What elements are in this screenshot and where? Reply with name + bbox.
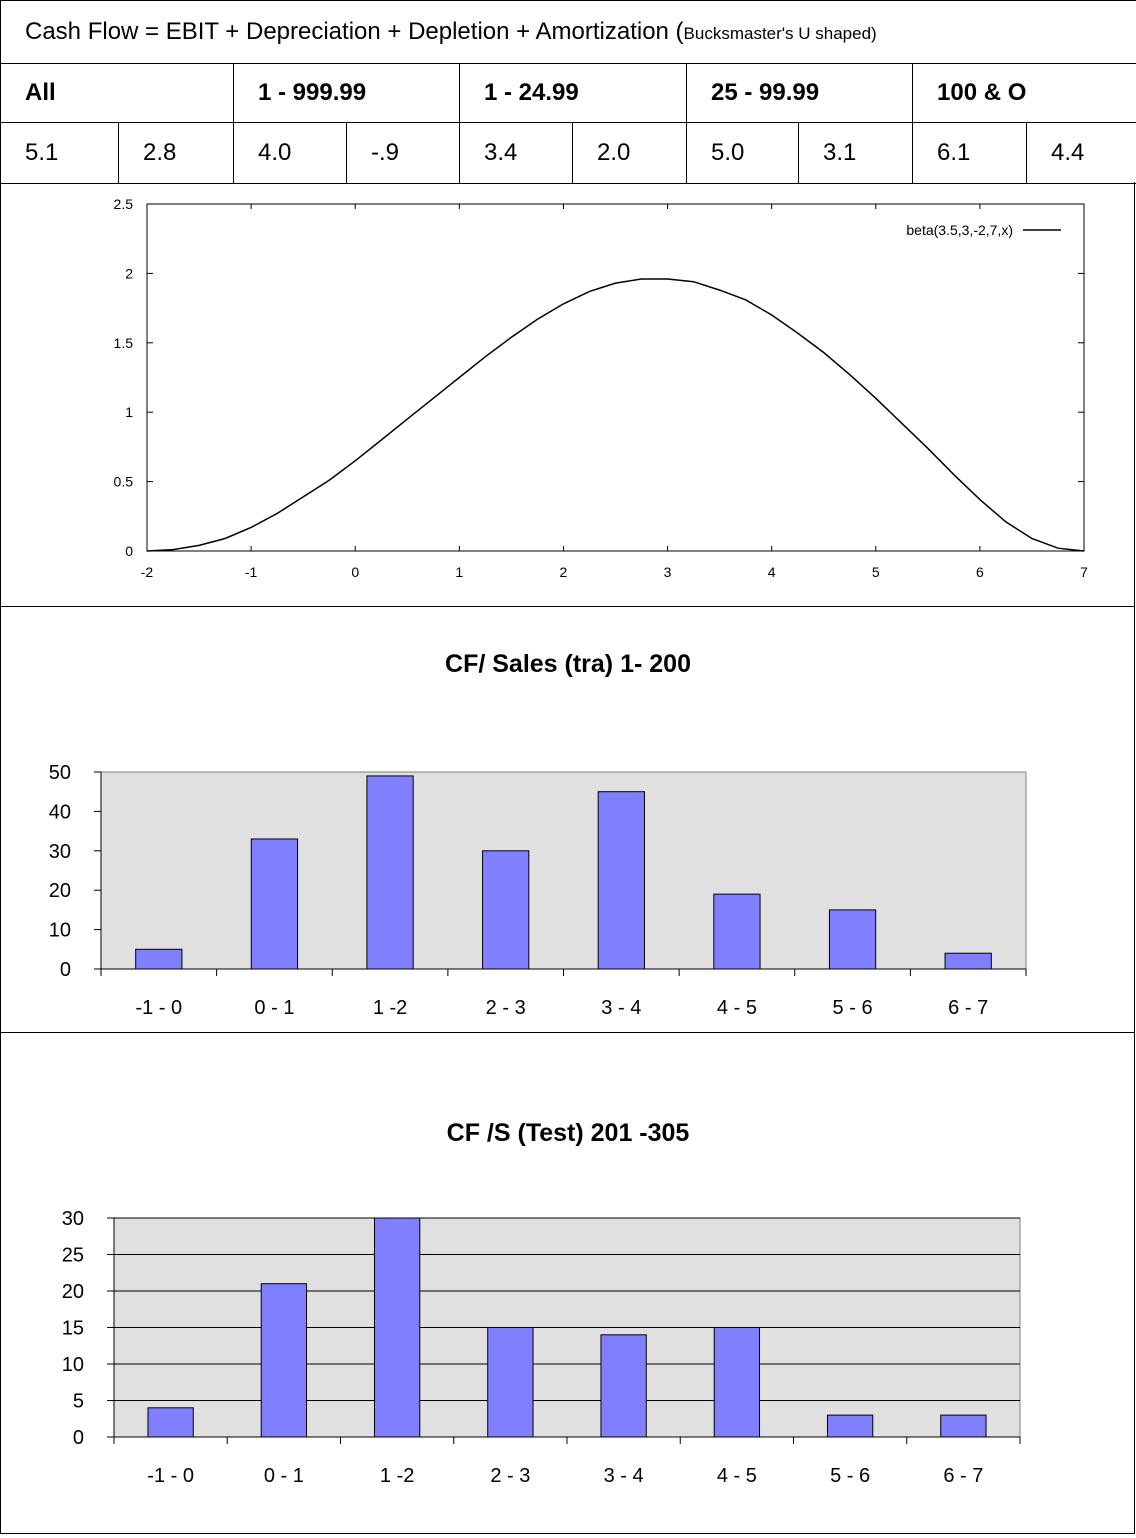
x-tick-label: 5 - 6	[833, 997, 873, 1019]
value-cell: 4.4	[1027, 123, 1136, 184]
bar	[483, 851, 529, 969]
bar	[488, 1328, 533, 1438]
bar	[827, 1415, 872, 1437]
x-tick-label: 3 - 4	[601, 997, 641, 1019]
beta-line-chart: -2 -1 0 1 2 3 4 5 6 7 0 0.5 1 1.5 2 2.5 beta(3.5,3,-2,7,…	[1, 182, 1135, 606]
bar	[714, 894, 760, 969]
bar	[941, 1415, 986, 1437]
x-tick-label: 6 - 7	[943, 1465, 983, 1487]
x-tick-label: 1	[455, 564, 463, 580]
x-tick-label: 4	[768, 564, 776, 580]
x-tick-label: -1 - 0	[147, 1465, 194, 1487]
x-tick-label: 1 -2	[380, 1465, 414, 1487]
x-tick-label: 0 - 1	[254, 997, 294, 1019]
value-cell: 6.1	[913, 123, 1027, 184]
x-tick-label: 2 - 3	[490, 1465, 530, 1487]
group-header: All	[1, 64, 234, 123]
y-tick-label: 10	[62, 1354, 84, 1376]
formula-main: Cash Flow = EBIT + Depreciation + Deplet…	[25, 18, 684, 45]
y-tick-label: 20	[62, 1281, 84, 1303]
x-tick-label: 6 - 7	[948, 997, 988, 1019]
beta-chart-panel: -2 -1 0 1 2 3 4 5 6 7 0 0.5 1 1.5 2 2.5 beta(3.5,3,-2,7,…	[0, 182, 1135, 607]
x-tick-label: 3	[664, 564, 672, 580]
x-tick-label: 2	[560, 564, 568, 580]
x-tick-label: 5 - 6	[830, 1465, 870, 1487]
value-cell: 3.4	[460, 123, 573, 184]
y-tick-label: 30	[62, 1208, 84, 1230]
bar	[148, 1408, 193, 1437]
plot-frame	[147, 204, 1084, 551]
group-header: 1 - 24.99	[460, 64, 687, 123]
x-tick-label: 4 - 5	[717, 1465, 757, 1487]
y-tick-label: 0.5	[114, 474, 134, 490]
x-tick-label: 2 - 3	[486, 997, 526, 1019]
y-tick-label: 0	[73, 1427, 84, 1449]
bar	[367, 776, 413, 969]
beta-series-line	[147, 279, 1084, 551]
y-tick-label: 15	[62, 1318, 84, 1340]
group-header: 1 - 999.99	[234, 64, 460, 123]
x-tick-label: -1	[245, 564, 258, 580]
y-tick-label: 5	[73, 1391, 84, 1413]
x-tick-label: 4 - 5	[717, 997, 757, 1019]
value-cell: 5.1	[1, 123, 119, 184]
y-tick-label: 2.5	[114, 196, 134, 212]
bar	[261, 1284, 306, 1437]
x-tick-label: 6	[976, 564, 984, 580]
chart-title: CF /S (Test) 201 -305	[447, 1119, 690, 1147]
y-tick-label: 1.5	[114, 335, 134, 351]
bar	[945, 953, 991, 969]
y-tick-label: 20	[49, 880, 71, 902]
value-cell: -.9	[347, 123, 460, 184]
y-tick-label: 25	[62, 1245, 84, 1267]
x-tick-label: 0 - 1	[264, 1465, 304, 1487]
x-tick-label: 1 -2	[373, 997, 407, 1019]
value-cell: 5.0	[687, 123, 799, 184]
x-tick-label: 3 - 4	[604, 1465, 644, 1487]
train-bar-chart: CF/ Sales (tra) 1- 200 0 10 20 30 40 50 -1 - 0 0…	[1, 607, 1135, 1032]
y-tick-label: 10	[49, 920, 71, 942]
formula-note: Bucksmaster's U shaped)	[684, 24, 877, 43]
test-bar-chart: CF /S (Test) 201 -305 0 5 10 15 20 25 30 -1 - 0 0…	[1, 1033, 1135, 1533]
train-chart-panel: CF/ Sales (tra) 1- 200 0 10 20 30 40 50 -1 - 0 0…	[0, 607, 1135, 1033]
y-tick-label: 30	[49, 841, 71, 863]
value-cell: 2.0	[573, 123, 687, 184]
legend-label: beta(3.5,3,-2,7,x)	[906, 222, 1013, 238]
value-cell: 4.0	[234, 123, 347, 184]
test-chart-panel: CF /S (Test) 201 -305 0 5 10 15 20 25 30 -1 - 0 0…	[0, 1033, 1135, 1534]
bar	[714, 1328, 759, 1438]
bar	[374, 1218, 419, 1437]
bar	[251, 839, 297, 969]
y-tick-label: 2	[125, 265, 133, 281]
bar	[136, 949, 182, 969]
y-tick-label: 1	[125, 404, 133, 420]
x-tick-label: 0	[351, 564, 359, 580]
formula-title: Cash Flow = EBIT + Depreciation + Deplet…	[1, 1, 1136, 64]
y-tick-label: 40	[49, 801, 71, 823]
y-tick-label: 0	[125, 543, 133, 559]
y-tick-label: 0	[60, 959, 71, 981]
x-tick-label: 7	[1080, 564, 1088, 580]
x-tick-label: -2	[141, 564, 154, 580]
x-tick-label: 5	[872, 564, 880, 580]
chart-title: CF/ Sales (tra) 1- 200	[445, 650, 691, 678]
plot-area	[101, 772, 1026, 969]
group-header: 100 & O	[913, 64, 1136, 123]
value-cell: 3.1	[799, 123, 913, 184]
bar	[598, 792, 644, 969]
value-cell: 2.8	[119, 123, 234, 184]
x-tick-label: -1 - 0	[135, 997, 182, 1019]
bar	[829, 910, 875, 969]
y-tick-label: 50	[49, 762, 71, 784]
bar	[601, 1335, 646, 1437]
group-header: 25 - 99.99	[687, 64, 913, 123]
stats-table: Cash Flow = EBIT + Depreciation + Deplet…	[0, 0, 1136, 184]
